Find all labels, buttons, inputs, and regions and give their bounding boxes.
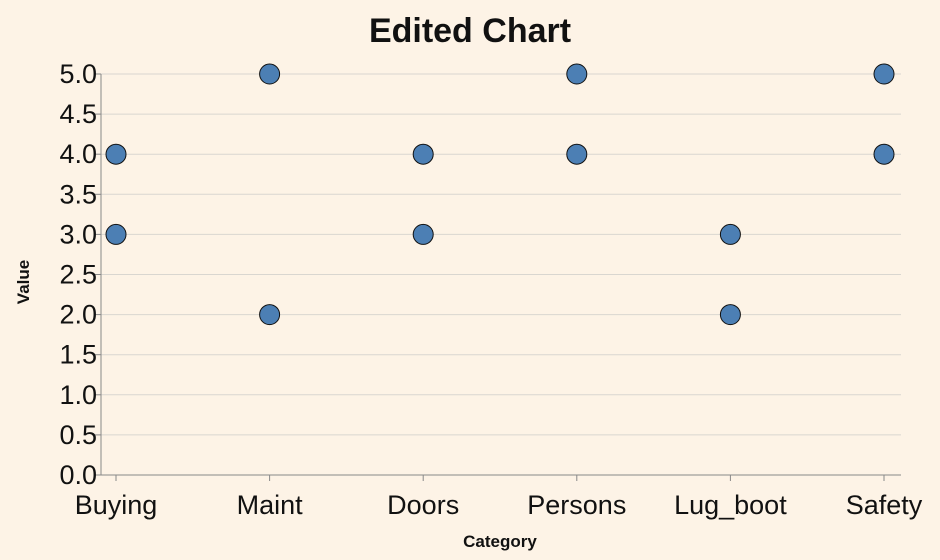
data-point xyxy=(719,223,741,245)
data-points xyxy=(105,63,895,326)
y-tick-label: 0.0 xyxy=(59,460,97,490)
chart-title: Edited Chart xyxy=(369,12,571,50)
y-tick-label: 1.5 xyxy=(59,340,97,370)
grid xyxy=(101,73,901,476)
y-tick-label: 5.0 xyxy=(59,59,97,89)
x-axis-title: Category xyxy=(463,532,537,551)
data-point xyxy=(412,143,434,165)
y-tick-label: 4.0 xyxy=(59,139,97,169)
x-tick-label: Maint xyxy=(237,490,304,520)
data-point xyxy=(719,304,741,326)
x-tick-label: Buying xyxy=(75,490,158,520)
data-point xyxy=(412,223,434,245)
data-point xyxy=(566,143,588,165)
x-tick-label: Doors xyxy=(387,490,459,520)
y-tick-label: 1.0 xyxy=(59,380,97,410)
y-tick-label: 4.5 xyxy=(59,99,97,129)
data-point xyxy=(873,63,895,85)
x-tick-label: Safety xyxy=(846,490,923,520)
axes: 0.0 0.5 1.0 1.5 2.0 2.5 3.0 3.5 4.0 4.5 5.0 Buying M… xyxy=(59,59,922,520)
y-tick-label: 3.0 xyxy=(59,219,97,249)
data-point xyxy=(259,304,281,326)
y-tick-label: 0.5 xyxy=(59,420,97,450)
y-tick-label: 3.5 xyxy=(59,179,97,209)
y-tick-label: 2.0 xyxy=(59,300,97,330)
x-tick-label: Persons xyxy=(527,490,626,520)
data-point xyxy=(873,143,895,165)
data-point xyxy=(105,223,127,245)
data-point xyxy=(105,143,127,165)
data-point xyxy=(566,63,588,85)
y-axis-title: Value xyxy=(14,260,33,304)
x-tick-label: Lug_boot xyxy=(674,490,787,520)
y-tick-label: 2.5 xyxy=(59,260,97,290)
data-point xyxy=(259,63,281,85)
